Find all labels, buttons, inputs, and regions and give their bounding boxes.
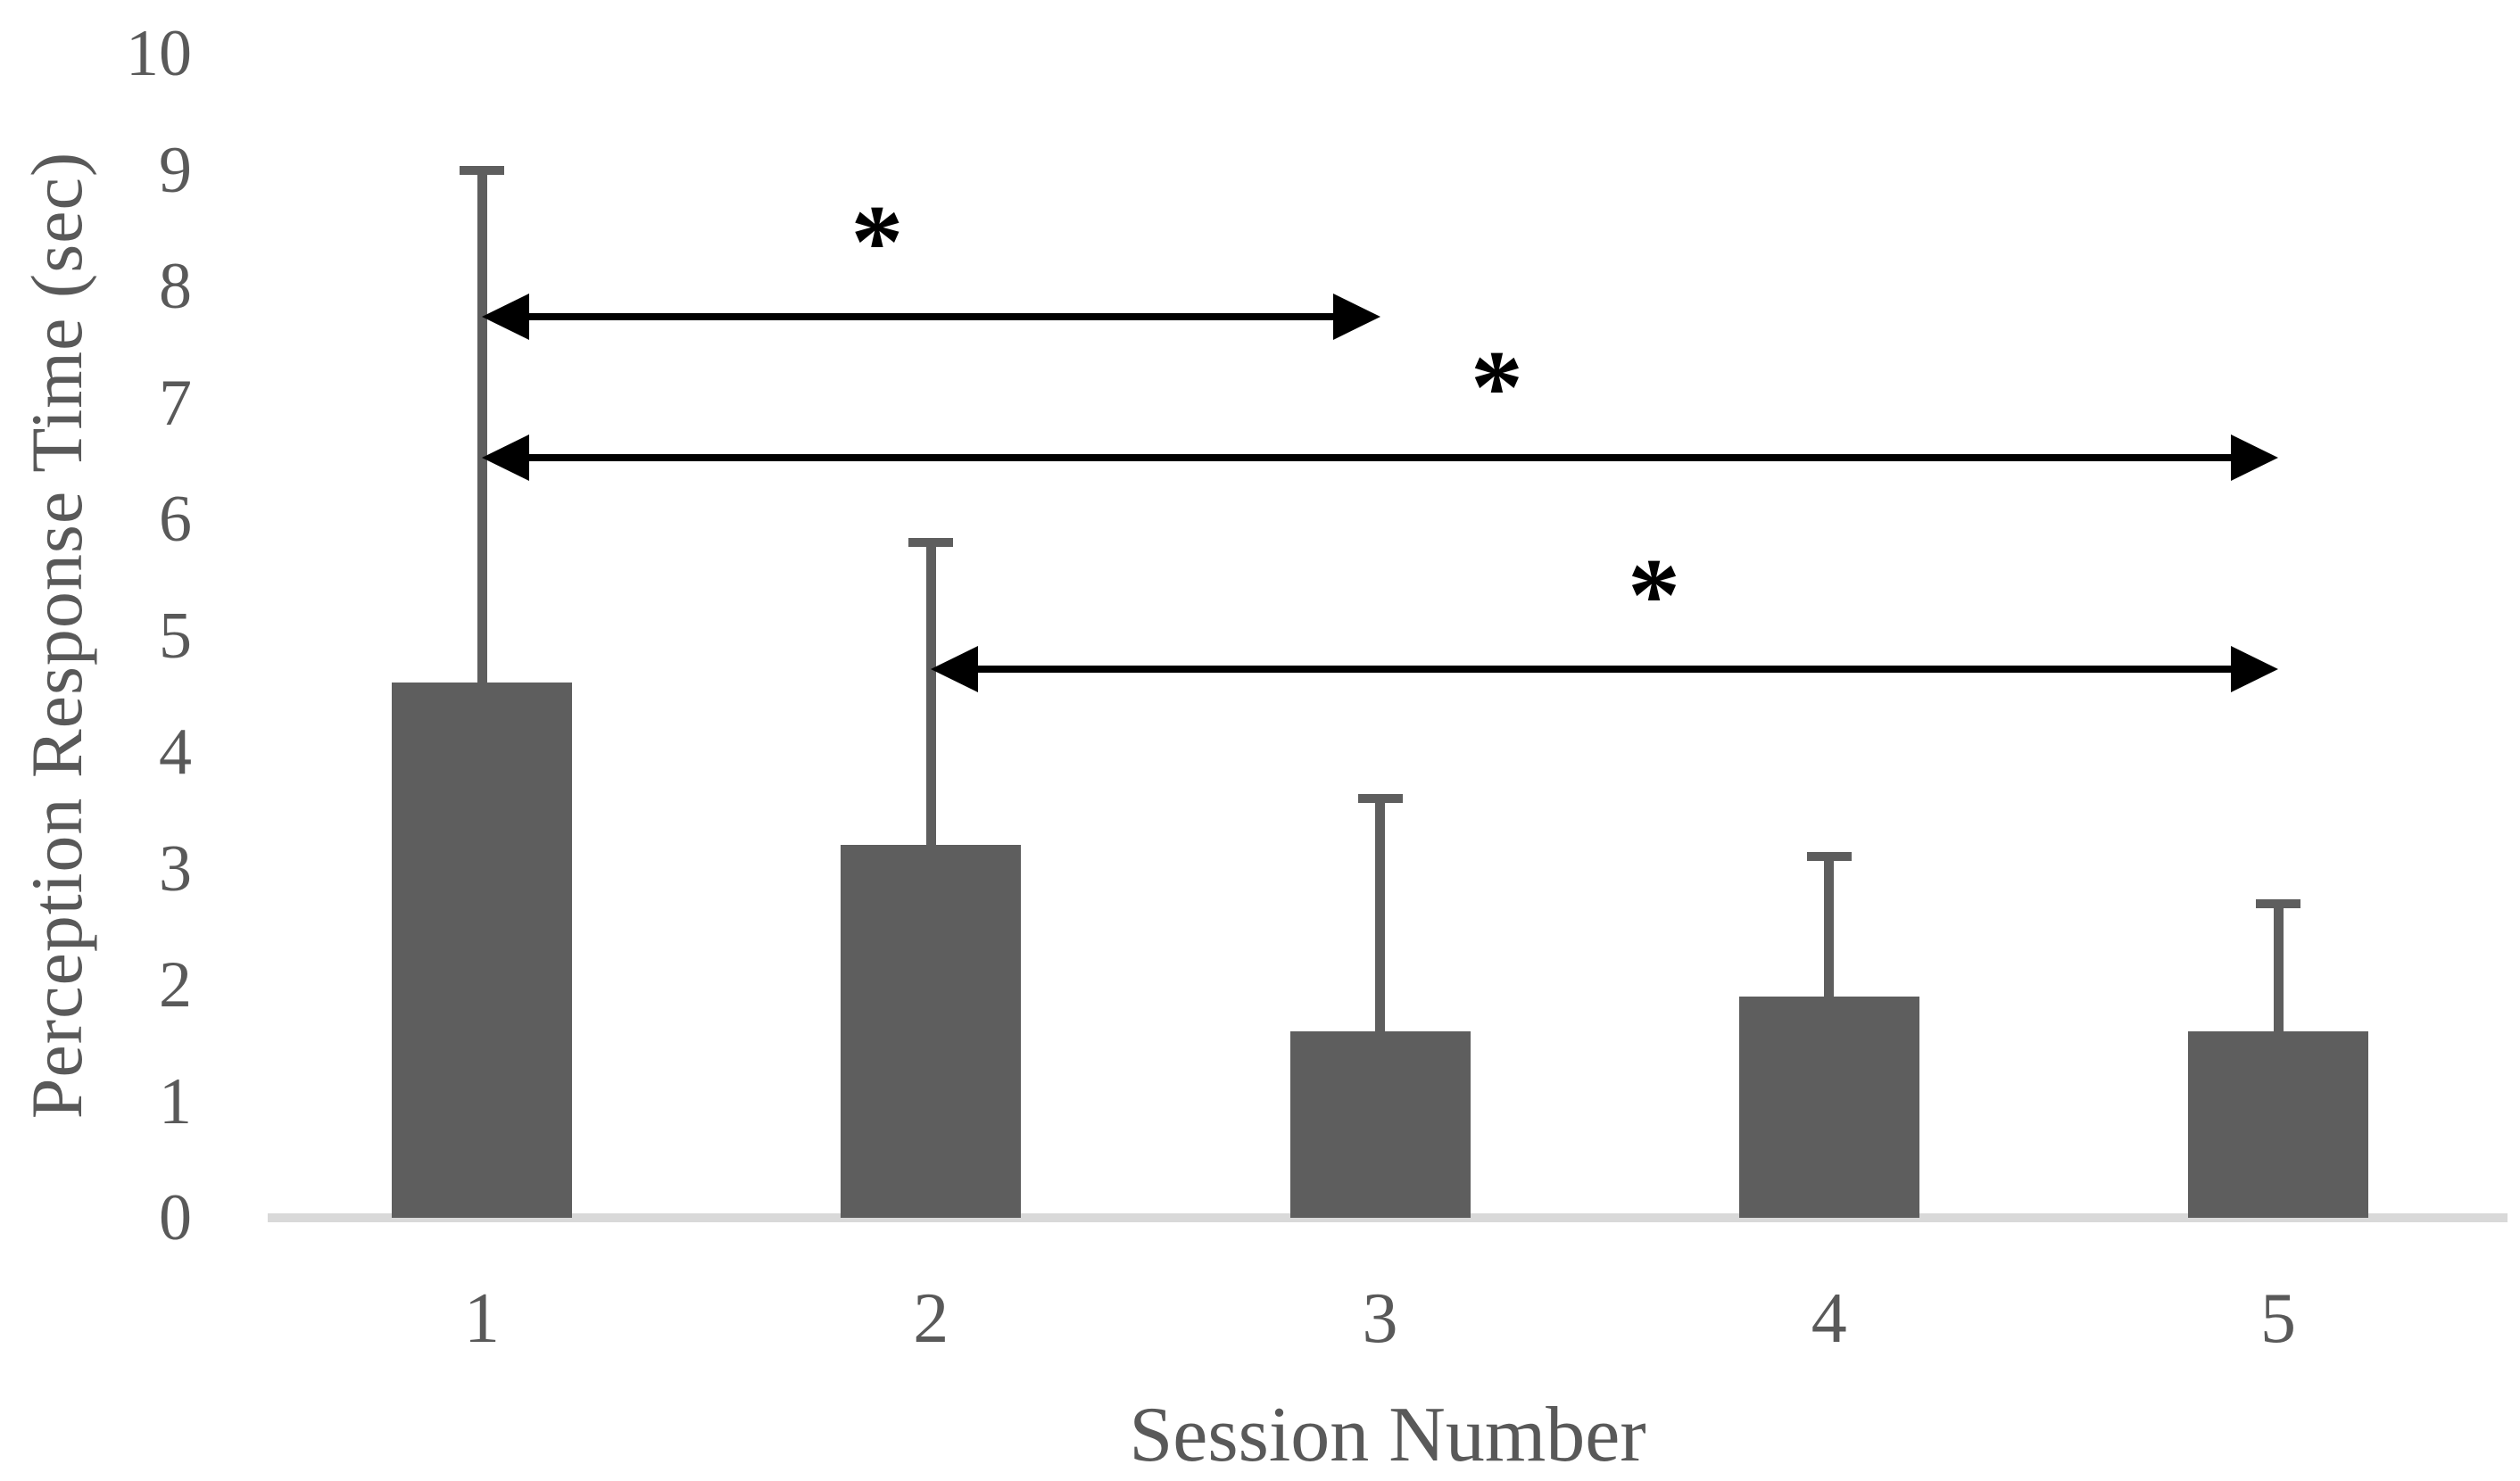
y-tick-label-3: 3 xyxy=(159,832,192,906)
y-tick-label-1: 1 xyxy=(159,1064,192,1138)
x-category-label-2: 2 xyxy=(913,1279,949,1358)
error-bar-cap-session-4 xyxy=(1806,852,1852,862)
y-tick-label-5: 5 xyxy=(159,599,192,673)
error-bar-cap-session-3 xyxy=(1357,794,1403,804)
significance-arrow-1-to-3-line xyxy=(522,312,1340,320)
y-tick-label-0: 0 xyxy=(159,1181,192,1254)
error-bar-line-session-3 xyxy=(1375,798,1385,1032)
y-tick-label-8: 8 xyxy=(159,250,192,323)
error-bar-line-session-1 xyxy=(477,170,487,683)
y-tick-label-6: 6 xyxy=(159,483,192,556)
error-bar-line-session-2 xyxy=(925,542,936,846)
significance-arrow-2-to-5-asterisk-label: * xyxy=(1600,517,1707,654)
x-axis-baseline xyxy=(268,1213,2508,1222)
asterisk-glyph: * xyxy=(850,183,904,301)
significance-arrow-1-to-5-left-arrowhead-icon xyxy=(482,434,529,481)
significance-arrow-1-to-5-asterisk-label: * xyxy=(1443,309,1550,445)
x-category-label-1: 1 xyxy=(464,1279,500,1358)
bar-session-1 xyxy=(392,682,572,1218)
y-tick-label-2: 2 xyxy=(159,948,192,1022)
significance-arrow-2-to-5-line xyxy=(971,666,2238,674)
x-category-label-4: 4 xyxy=(1811,1279,1847,1358)
bar-session-3 xyxy=(1289,1031,1471,1218)
x-category-label-3: 3 xyxy=(1362,1279,1398,1358)
x-category-label-5: 5 xyxy=(2260,1279,2296,1358)
bar-session-4 xyxy=(1738,997,1919,1218)
y-tick-label-9: 9 xyxy=(159,133,192,207)
y-tick-label-4: 4 xyxy=(159,716,192,789)
y-tick-label-7: 7 xyxy=(159,366,192,440)
error-bar-line-session-5 xyxy=(2273,903,2284,1032)
significance-arrow-1-to-5-line xyxy=(522,453,2238,461)
asterisk-glyph: * xyxy=(1627,536,1680,654)
error-bar-line-session-4 xyxy=(1824,856,1835,997)
significance-arrow-1-to-3-asterisk-label: * xyxy=(824,163,931,300)
x-axis-title: Session Number xyxy=(1129,1392,1646,1478)
significance-arrow-1-to-3-right-arrowhead-icon xyxy=(1332,293,1380,340)
significance-arrow-2-to-5-right-arrowhead-icon xyxy=(2231,646,2278,693)
error-bar-cap-session-2 xyxy=(908,538,954,548)
asterisk-glyph: * xyxy=(1470,328,1523,446)
significance-arrow-1-to-3-left-arrowhead-icon xyxy=(482,293,529,340)
significance-arrow-1-to-5-right-arrowhead-icon xyxy=(2231,434,2278,481)
bar-session-5 xyxy=(2188,1031,2368,1218)
error-bar-cap-session-5 xyxy=(2256,898,2300,908)
bar-session-2 xyxy=(841,845,1022,1218)
significance-arrow-2-to-5-left-arrowhead-icon xyxy=(931,646,979,693)
error-bar-cap-session-1 xyxy=(460,165,504,175)
y-tick-label-10: 10 xyxy=(126,17,192,90)
